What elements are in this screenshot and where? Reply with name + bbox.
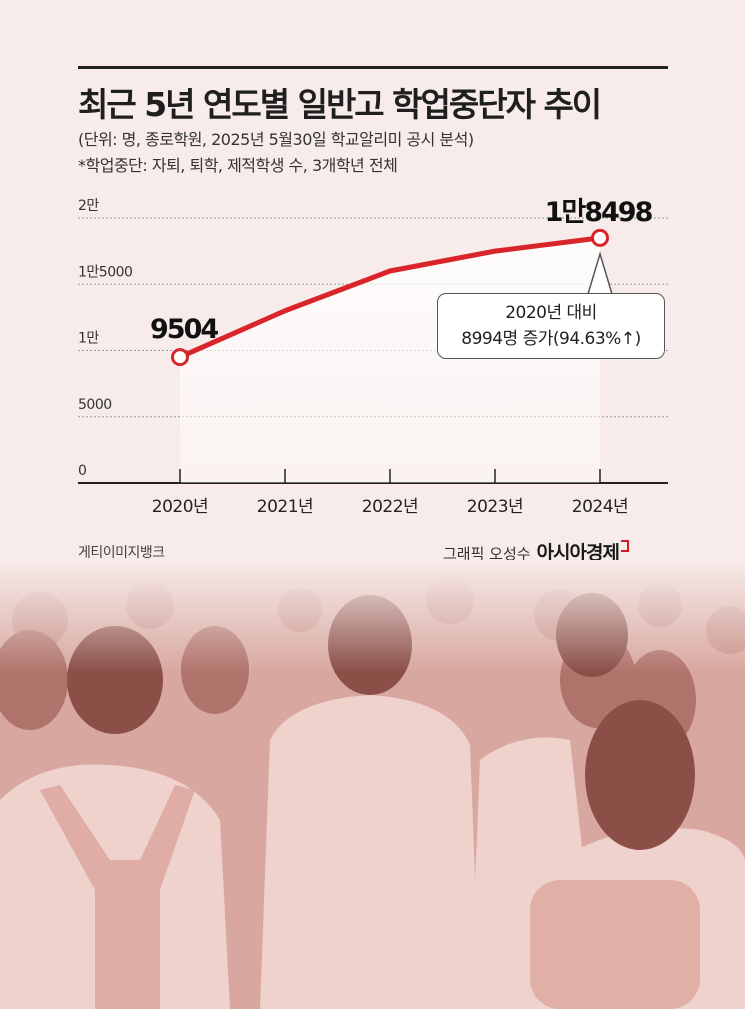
x-tick-label: 2022년: [362, 497, 418, 517]
data-point-marker: [591, 228, 609, 247]
callout-pointer: [587, 251, 613, 295]
y-tick-label: 1만5000: [78, 264, 132, 280]
y-tick-label: 5000: [78, 397, 112, 413]
data-label: 1만8498: [545, 197, 653, 228]
y-tick-label: 0: [78, 463, 86, 479]
increase-callout: 2020년 대비 8994명 증가(94.63%↑): [437, 293, 665, 359]
line-chart: 0 5000 1만 1만5000 2만 2020년 2021년 2022년 2023년 2024…: [78, 197, 668, 517]
x-tick-label: 2023년: [467, 497, 523, 517]
brand-mark-icon: [620, 540, 629, 552]
x-tick-label: 2024년: [572, 497, 628, 517]
y-tick-label: 1만: [78, 331, 99, 347]
brand-logo: 아시아경제: [536, 542, 620, 564]
y-tick-label: 2만: [78, 198, 99, 214]
chart-subtitle-note: *학업중단: 자퇴, 퇴학, 제적학생 수, 3개학년 전체: [78, 156, 398, 175]
callout-line2: 8994명 증가(94.63%↑): [461, 329, 641, 349]
chart-title: 최근 5년 연도별 일반고 학업중단자 추이: [78, 85, 602, 124]
x-tick-label: 2020년: [152, 497, 208, 517]
callout-line1: 2020년 대비: [505, 303, 597, 323]
graphic-credit: 그래픽 오성수 아시아경제: [443, 538, 629, 565]
graphic-credit-text: 그래픽 오성수: [443, 545, 531, 563]
top-rule: [78, 66, 668, 69]
x-tick-label: 2021년: [257, 497, 313, 517]
photo-credit: 게티이미지뱅크: [78, 545, 165, 561]
data-label: 9504: [150, 314, 218, 345]
crowd-photo: [0, 560, 745, 1009]
area-fill: [180, 237, 600, 483]
chart-subtitle-unit: (단위: 명, 종로학원, 2025년 5월30일 학교알리미 공시 분석): [78, 130, 474, 149]
data-point-marker: [171, 348, 189, 367]
series-line: [177, 235, 603, 360]
